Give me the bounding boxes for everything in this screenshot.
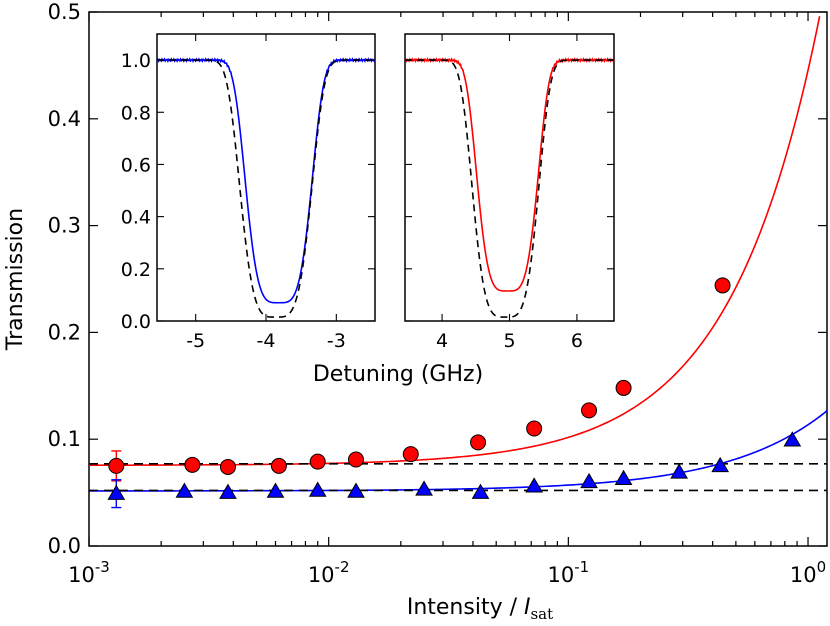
red-measured-curve: [404, 57, 615, 292]
blue-triangles-point: [266, 482, 285, 498]
y-tick-label: 0.4: [48, 107, 81, 131]
inset-y-tick-label: 0.0: [121, 311, 151, 333]
inset-left-frame: [156, 33, 376, 322]
inset-left-x-ticks: -5 -4 -3: [186, 34, 346, 352]
x-axis-label-symbol: I: [524, 595, 531, 620]
inset-left-y-ticks: 0.0 0.2 0.4 0.6 0.8 1.0: [121, 50, 375, 333]
blue-triangles-point: [415, 480, 433, 496]
main-y-ticks: 0.0 0.1 0.2 0.3 0.4 0.5: [48, 0, 827, 558]
red-circles-point: [309, 453, 326, 470]
inset-x-tick-label: -4: [257, 330, 276, 352]
red-circles-point: [402, 446, 419, 463]
blue-triangles-point: [783, 431, 802, 447]
blue-triangles-point: [175, 482, 194, 498]
blue-triangles-point: [107, 484, 126, 500]
main-plot: 0.00.10.20.30.40.5 10-3 10-2 10-1 100 Trans…: [3, 0, 828, 623]
blue-triangles-point: [471, 483, 490, 499]
blue-triangles-point: [308, 481, 327, 497]
red-circles-point: [526, 420, 543, 437]
inset-x-tick-label: -5: [186, 330, 205, 352]
inset-left: 0.0 0.2 0.4 0.6 0.8 1.0 -5 -4 -3: [121, 33, 376, 352]
red-circles-point: [108, 457, 125, 474]
blue-triangles-point: [711, 456, 730, 473]
blue-triangles-point: [347, 482, 365, 498]
blue-triangles-point: [614, 469, 633, 485]
inset-left-curves: [156, 57, 376, 318]
inset-y-tick-label: 0.6: [121, 154, 151, 176]
main-data-points: [107, 277, 802, 509]
x-tick-exponent: 0: [817, 558, 827, 576]
x-tick-base: 10: [790, 563, 817, 587]
inset-y-tick-label: 0.8: [121, 102, 151, 124]
y-tick-label: 0.5: [48, 0, 81, 24]
inset-x-axis-label: Detuning (GHz): [313, 362, 483, 387]
inset-right-frame: [404, 33, 615, 322]
red-circles-point: [219, 458, 236, 475]
x-tick-exponent: -1: [574, 558, 589, 576]
inset-x-tick-label: 4: [436, 330, 448, 352]
red-circles-point: [581, 402, 598, 419]
x-axis-label-subscript: sat: [530, 605, 553, 623]
blue-triangles-point: [580, 472, 598, 489]
y-tick-label: 0.3: [48, 214, 81, 238]
x-tick-label: 100: [790, 558, 826, 587]
y-tick-label: 0.2: [48, 320, 81, 344]
x-tick-exponent: -3: [95, 558, 110, 576]
inset-y-tick-label: 0.4: [121, 207, 151, 229]
blue-triangles-point: [670, 463, 689, 479]
blue-triangles-point: [525, 477, 544, 493]
inset-y-tick-label: 1.0: [121, 50, 151, 72]
x-axis-label-text: Intensity /: [407, 595, 524, 620]
x-tick-label: 10-1: [547, 558, 589, 587]
red-circles-point: [470, 434, 487, 451]
blue-triangles-point: [219, 483, 237, 499]
y-tick-label: 0.1: [48, 427, 81, 451]
inset-right: 4 5 6: [404, 33, 615, 352]
y-tick-label: 0.0: [48, 534, 81, 558]
inset-right-x-ticks: 4 5 6: [405, 34, 614, 352]
inset-x-tick-label: 6: [571, 330, 583, 352]
inset-right-curves: [404, 57, 615, 318]
red-circles-point: [270, 457, 287, 474]
main-plot-frame: [88, 11, 828, 547]
red-circles-point: [184, 456, 201, 473]
inset-y-tick-label: 0.2: [121, 259, 151, 281]
x-axis-label: Intensity / Isat: [407, 595, 553, 623]
x-tick-base: 10: [547, 563, 574, 587]
x-tick-base: 10: [68, 563, 95, 587]
dashed-model-curve: [157, 59, 375, 318]
red-circles-point: [347, 451, 364, 468]
y-axis-label: Transmission: [3, 208, 28, 351]
red-circles-point: [615, 379, 632, 396]
x-tick-label: 10-2: [308, 558, 350, 587]
main-asymptote-lines: [89, 462, 827, 492]
main-x-ticks: 10-3 10-2 10-1 100: [68, 12, 826, 587]
x-tick-label: 10-3: [68, 558, 110, 587]
x-tick-base: 10: [308, 563, 335, 587]
red-circles-fit-line: [88, 16, 821, 467]
blue-triangles-fit-line: [89, 410, 828, 492]
red-circles-point: [714, 277, 731, 294]
x-tick-exponent: -2: [335, 558, 350, 576]
inset-x-tick-label: -3: [327, 330, 346, 352]
inset-x-tick-label: 5: [503, 330, 515, 352]
